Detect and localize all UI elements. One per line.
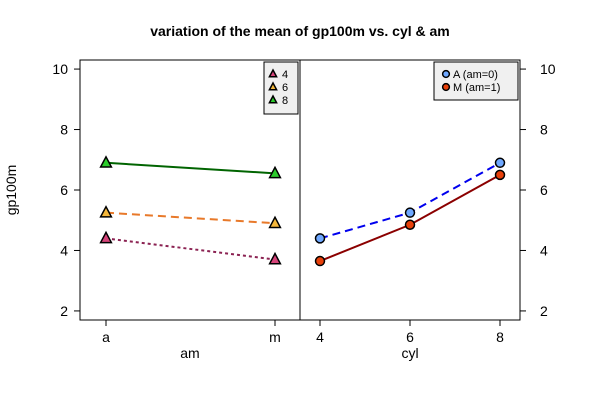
- legend-marker: [441, 82, 451, 92]
- data-point-A-am-0-: [314, 233, 326, 244]
- series-line-8: [105, 161, 276, 175]
- chart-title: variation of the mean of gp100m vs. cyl …: [150, 23, 450, 39]
- data-point-4: [99, 230, 113, 244]
- legend-marker: [268, 68, 278, 78]
- y-tick-label-right: 4: [540, 242, 548, 258]
- legend-label: A (am=0): [453, 69, 498, 81]
- legend-am: A (am=0)M (am=1): [433, 61, 519, 101]
- legend-box: [263, 61, 299, 115]
- y-tick-label-right: 6: [540, 182, 548, 198]
- data-point-4: [268, 251, 282, 265]
- y-tick-label-right: 10: [540, 61, 556, 77]
- data-point-M-am-1-: [404, 219, 416, 231]
- legend-marker: [268, 81, 278, 91]
- x-axis-label-cyl: cyl: [401, 345, 418, 361]
- x-tick-label: a: [102, 329, 110, 345]
- y-axis-label: gp100m: [3, 165, 19, 216]
- series-line-6: [105, 211, 276, 225]
- data-point-8: [268, 165, 282, 179]
- legend-label: 8: [282, 95, 288, 107]
- series-line-4: [105, 237, 276, 261]
- legend-box: [433, 61, 519, 101]
- y-tick-label-left: 6: [60, 182, 68, 198]
- data-point-M-am-1-: [494, 169, 506, 181]
- legend-cyl: 468: [263, 61, 299, 115]
- series-line-M-am-1-: [319, 174, 501, 262]
- x-tick-label: m: [269, 329, 281, 345]
- data-point-6: [99, 205, 113, 218]
- data-point-M-am-1-: [314, 255, 326, 267]
- x-tick-label: 6: [406, 329, 414, 345]
- x-tick-label: 8: [496, 329, 504, 345]
- legend-marker: [268, 94, 278, 104]
- legend-label: 4: [282, 69, 288, 81]
- data-point-8: [99, 155, 113, 168]
- y-tick-label-right: 8: [540, 122, 548, 138]
- legend-label: M (am=1): [453, 82, 500, 94]
- y-tick-label-left: 10: [52, 61, 68, 77]
- y-tick-label-left: 2: [60, 303, 68, 319]
- legend-label: 6: [282, 82, 288, 94]
- y-tick-label-left: 8: [60, 122, 68, 138]
- data-point-A-am-0-: [404, 207, 416, 218]
- y-tick-label-left: 4: [60, 242, 68, 258]
- y-tick-label-right: 2: [540, 303, 548, 319]
- x-tick-label: 4: [316, 329, 324, 345]
- data-point-6: [268, 215, 282, 229]
- legend-marker: [441, 69, 451, 79]
- x-axis-label-am: am: [180, 345, 199, 361]
- data-point-A-am-0-: [494, 157, 506, 169]
